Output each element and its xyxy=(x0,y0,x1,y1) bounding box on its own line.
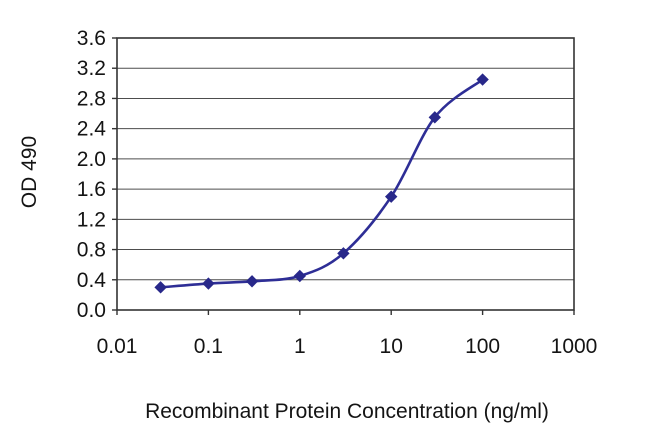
data-point-marker xyxy=(337,247,350,260)
data-point-marker xyxy=(476,73,489,86)
y-tick-label: 0.0 xyxy=(77,299,106,322)
data-point-marker xyxy=(202,277,215,290)
plot-border xyxy=(116,37,575,311)
data-point-marker xyxy=(384,190,398,203)
x-tick-label: 0.1 xyxy=(194,335,223,358)
x-tick-label: 1000 xyxy=(551,335,598,358)
y-tick-label: 2.0 xyxy=(77,148,106,171)
x-tick-label: 100 xyxy=(465,335,500,358)
y-tick-label: 0.4 xyxy=(77,269,107,292)
y-tick-label: 3.2 xyxy=(77,57,106,80)
x-tick-label: 0.01 xyxy=(97,335,138,358)
x-axis-title: Recombinant Protein Concentration (ng/ml… xyxy=(145,400,549,423)
y-tick-label: 0.8 xyxy=(77,239,106,262)
x-tick-label: 10 xyxy=(380,335,403,358)
y-tick-label: 3.6 xyxy=(77,27,106,50)
series-line xyxy=(159,78,484,289)
x-tick-label: 1 xyxy=(294,335,306,358)
data-point-marker xyxy=(154,281,167,294)
y-tick-label: 1.2 xyxy=(77,208,106,231)
data-point-marker xyxy=(428,111,442,124)
y-axis-title: OD 490 xyxy=(18,135,41,209)
data-point-marker xyxy=(245,275,259,288)
y-tick-label: 2.4 xyxy=(77,118,107,141)
y-tick-label: 2.8 xyxy=(77,87,106,110)
data-point-marker xyxy=(293,269,307,283)
y-tick-label: 1.6 xyxy=(77,178,106,201)
